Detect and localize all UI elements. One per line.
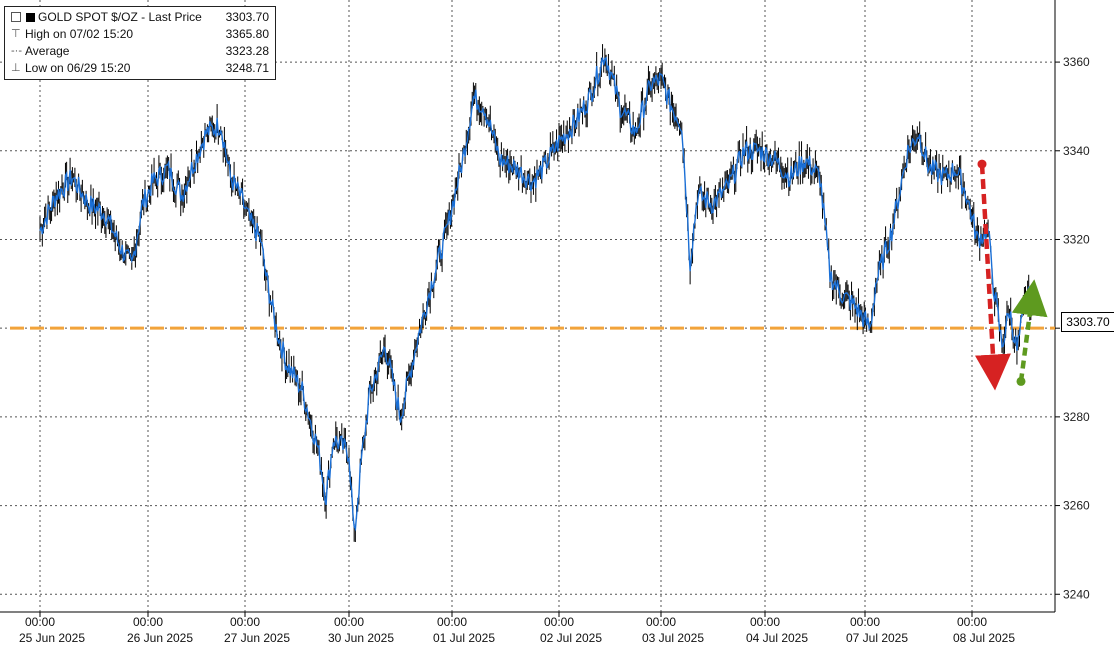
x-axis: 00:00 25 Jun 2025 00:00 26 Jun 2025 00:00 27 … xyxy=(19,612,1015,645)
x-tick-date-6: 03 Jul 2025 xyxy=(642,631,704,645)
x-tick-time-3: 00:00 xyxy=(334,615,364,629)
y-tick-label-3260: 3260 xyxy=(1063,499,1090,513)
x-tick-date-0: 25 Jun 2025 xyxy=(19,631,85,645)
y-tick-label-3240: 3240 xyxy=(1063,587,1090,601)
grid-lines xyxy=(0,0,1056,613)
down-arrow xyxy=(974,163,1011,391)
legend-average-label: Average xyxy=(25,44,70,58)
x-tick-date-4: 01 Jul 2025 xyxy=(433,631,495,645)
legend-low-label: Low on 06/29 15:20 xyxy=(25,61,131,75)
x-tick-date-1: 26 Jun 2025 xyxy=(127,631,193,645)
low-marker-icon: ⊥ xyxy=(11,62,21,74)
annotation-arrows xyxy=(974,159,1048,391)
legend-low-row: ⊥ Low on 06/29 15:20 3248.71 xyxy=(5,60,269,76)
x-tick-date-2: 27 Jun 2025 xyxy=(224,631,290,645)
x-tick-time-0: 00:00 xyxy=(25,615,55,629)
x-tick-time-6: 00:00 xyxy=(646,615,676,629)
y-tick-label-3320: 3320 xyxy=(1063,232,1090,246)
legend-high-row: ⊤ High on 07/02 15:20 3365.80 xyxy=(5,26,269,42)
high-marker-icon: ⊤ xyxy=(11,28,21,40)
y-tick-label-3340: 3340 xyxy=(1063,144,1090,158)
x-tick-time-5: 00:00 xyxy=(544,615,574,629)
series-swatch xyxy=(26,13,35,22)
price-line xyxy=(39,56,1033,532)
x-tick-time-4: 00:00 xyxy=(437,615,467,629)
y-tick-label-3360: 3360 xyxy=(1063,55,1090,69)
chart-legend: GOLD SPOT $/OZ - Last Price 3303.70 ⊤ Hi… xyxy=(4,6,276,80)
last-price-badge: 3303.70 xyxy=(1061,312,1114,332)
expand-icon[interactable] xyxy=(11,12,21,22)
average-marker-icon: -·- xyxy=(11,45,22,57)
legend-average-row: -·- Average 3323.28 xyxy=(5,43,269,59)
x-tick-date-8: 07 Jul 2025 xyxy=(846,631,908,645)
x-tick-date-7: 04 Jul 2025 xyxy=(746,631,808,645)
x-tick-date-9: 08 Jul 2025 xyxy=(953,631,1015,645)
y-axis: 3240326032803300332033403360 xyxy=(1055,55,1090,601)
legend-last-price: 3303.70 xyxy=(225,10,269,24)
x-tick-time-8: 00:00 xyxy=(850,615,880,629)
legend-average-value: 3323.28 xyxy=(225,44,269,58)
price-series xyxy=(39,44,1033,543)
legend-low-value: 3248.71 xyxy=(225,61,269,75)
legend-title-row: GOLD SPOT $/OZ - Last Price 3303.70 xyxy=(5,9,269,25)
legend-high-value: 3365.80 xyxy=(225,27,269,41)
x-tick-date-5: 02 Jul 2025 xyxy=(540,631,602,645)
up-arrow xyxy=(1011,279,1048,382)
x-tick-time-7: 00:00 xyxy=(750,615,780,629)
x-tick-time-1: 00:00 xyxy=(133,615,163,629)
x-tick-time-9: 00:00 xyxy=(957,615,987,629)
x-tick-date-3: 30 Jun 2025 xyxy=(328,631,394,645)
x-tick-time-2: 00:00 xyxy=(230,615,260,629)
candle-ticks xyxy=(39,44,1033,543)
legend-high-label: High on 07/02 15:20 xyxy=(25,27,134,41)
y-tick-label-3280: 3280 xyxy=(1063,410,1090,424)
legend-title: GOLD SPOT $/OZ - Last Price xyxy=(38,10,202,24)
